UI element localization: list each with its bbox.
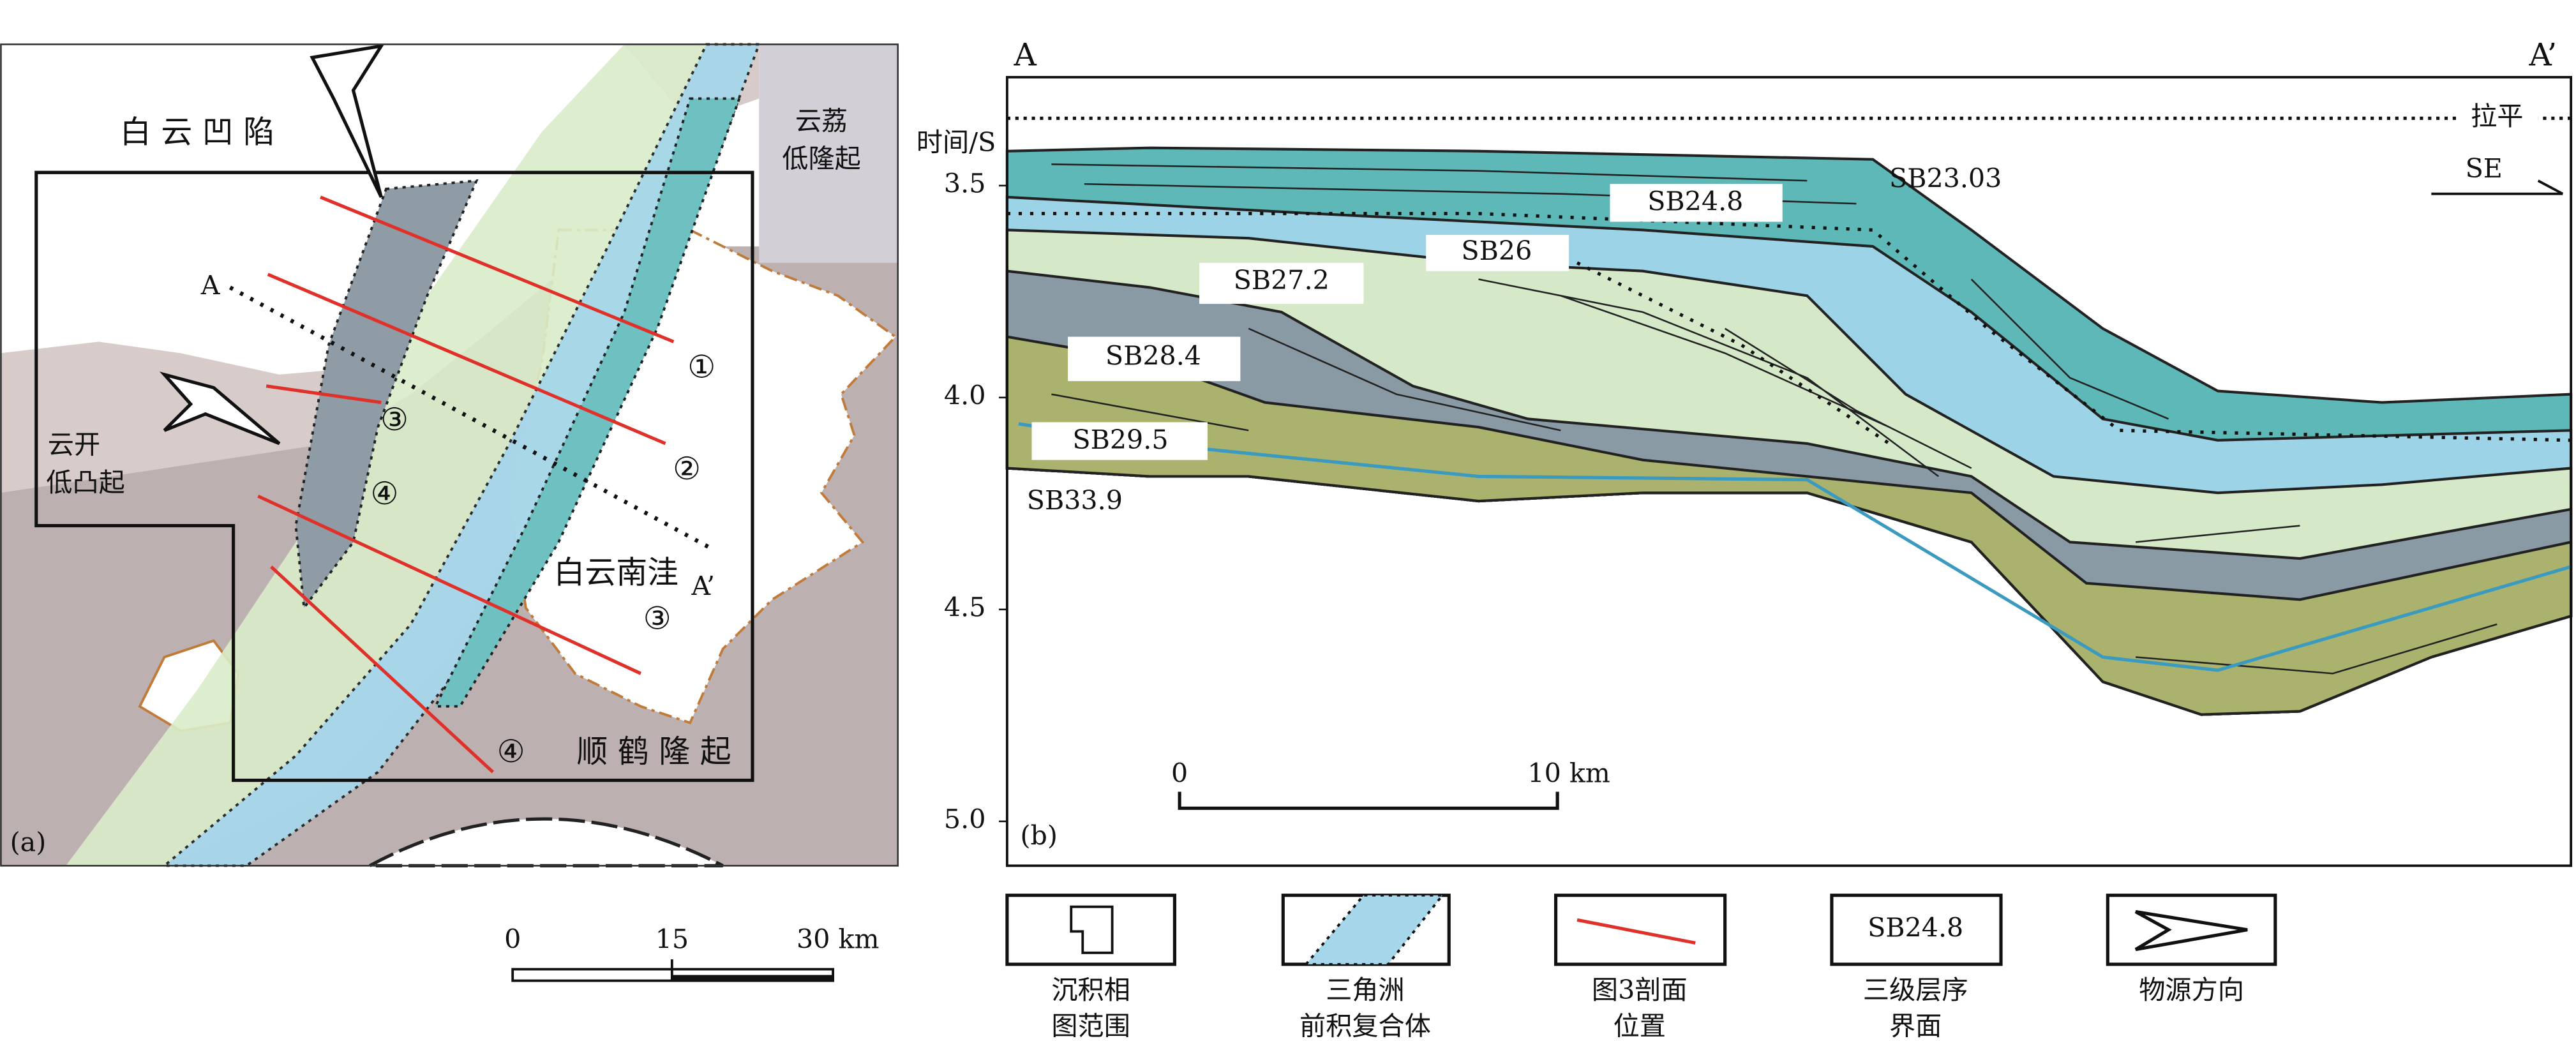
uplift-area xyxy=(759,44,899,263)
map-label: 白 云 凹 陷 xyxy=(120,114,274,151)
map-label: 白云南洼 xyxy=(554,554,679,590)
legend: SB24.8 沉积相 图范围 三角洲 前积复合体 图3剖面 位置 三级层序 界面… xyxy=(1005,894,2277,1041)
section-scale-bar: 0 10 km xyxy=(1171,758,1610,810)
profile-line xyxy=(270,565,495,774)
delta-complex xyxy=(294,179,479,611)
profile-marker: ③ xyxy=(380,401,408,438)
horizon-label: SB28.4 xyxy=(1105,341,1201,371)
legend-label: 界面 xyxy=(1889,1011,1942,1041)
map-label: 顺 鹤 隆 起 xyxy=(576,733,731,770)
legend-label: 图3剖面 xyxy=(1592,975,1688,1005)
map-scale-bar: 0 15 30 km xyxy=(504,924,880,982)
legend-label: 物源方向 xyxy=(2139,975,2244,1005)
legend-icon xyxy=(1070,905,1114,954)
scale-label: 0 xyxy=(1171,758,1188,788)
legend-label: 沉积相 xyxy=(1051,975,1130,1005)
horizon-label: SB33.9 xyxy=(1027,485,1123,516)
map-label: A xyxy=(200,270,221,301)
map-panel: 白 云 凹 陷 云荔 低隆起 云开 低凸起 白云南洼 顺 鹤 隆 起 A A’ … xyxy=(0,43,899,867)
label-box xyxy=(1031,422,1208,460)
legend-label: 三角洲 xyxy=(1326,975,1405,1005)
basin-area xyxy=(369,817,724,867)
label-box xyxy=(1426,235,1569,271)
axis-title: 时间/S xyxy=(917,127,996,158)
horizon-label: SB23.03 xyxy=(1889,163,2002,194)
layer xyxy=(1005,335,2573,716)
scale-bar xyxy=(671,975,834,981)
section-end-label: A xyxy=(1014,37,1037,73)
scale-label: 0 xyxy=(504,924,521,954)
reflection xyxy=(1576,261,1891,446)
horizon-label: SB29.5 xyxy=(1072,424,1168,455)
profile-marker: ③ xyxy=(643,600,671,636)
scale-label: 10 km xyxy=(1527,758,1610,788)
profile-line xyxy=(266,384,382,405)
panel-label: (b) xyxy=(1020,820,1057,851)
label-box xyxy=(1610,184,1783,222)
horizon-labels: SB23.03 SB24.8 SB26 SB27.2 SB28.4 SB29.5… xyxy=(1027,163,2002,516)
tick-label: 5.0 xyxy=(944,804,985,834)
horizon-label: SB26 xyxy=(1461,236,1532,266)
profile-marker: ④ xyxy=(497,733,525,770)
horizon-label: SB24.8 xyxy=(1647,186,1743,217)
map-label: A’ xyxy=(691,571,715,601)
panel-label: (a) xyxy=(10,827,47,857)
direction-arrow xyxy=(2537,179,2564,195)
label-box xyxy=(1068,336,1241,382)
profile-marker: ④ xyxy=(371,476,399,512)
map-label: 云开 xyxy=(48,430,100,460)
legend-label: 三级层序 xyxy=(1863,975,1968,1005)
legend-label: 图范围 xyxy=(1051,1011,1130,1041)
map-label: 云荔 xyxy=(795,106,848,137)
tick-label: 4.5 xyxy=(944,592,985,622)
legend-box xyxy=(1830,894,2003,966)
scale-bar xyxy=(1178,791,1559,810)
tick-label: 4.0 xyxy=(944,380,985,410)
legend-icon xyxy=(1576,918,1696,945)
profile-lines xyxy=(257,195,675,774)
profile-line xyxy=(257,494,642,675)
profile-line xyxy=(320,195,675,343)
delta-complex xyxy=(161,43,761,867)
legend-box xyxy=(1554,894,1727,966)
scale-label: 30 km xyxy=(797,924,879,954)
map-extent xyxy=(34,170,754,783)
label-box xyxy=(1199,262,1364,304)
reflection xyxy=(1007,212,2572,442)
profile-line xyxy=(267,273,666,446)
profile-marker: ① xyxy=(687,349,715,386)
section-frame xyxy=(1005,76,2573,867)
section-panel: 拉平 A A’ 时间/S 3.5 4.0 4.5 5.0 SE SB23.03 … xyxy=(917,37,2573,867)
legend-icon xyxy=(2134,910,2248,952)
map-label: 低凸起 xyxy=(46,467,125,498)
reflection xyxy=(1051,163,2497,675)
scale-label: 15 xyxy=(655,924,689,954)
legend-label: 前积复合体 xyxy=(1299,1011,1431,1041)
label-box xyxy=(2459,101,2538,135)
y-axis: 3.5 4.0 4.5 5.0 xyxy=(944,168,1007,834)
map-frame xyxy=(0,43,899,867)
source-arrow xyxy=(310,43,385,198)
horizon-label: SB27.2 xyxy=(1234,265,1329,296)
map-label: 低隆起 xyxy=(782,144,861,174)
direction-label: SE xyxy=(2466,153,2503,184)
datum-label: 拉平 xyxy=(2471,101,2523,131)
legend-icon-text: SB24.8 xyxy=(1868,912,1963,943)
profile-marker: ② xyxy=(673,451,701,487)
delta-complex xyxy=(433,97,742,708)
source-arrow xyxy=(159,371,281,446)
legend-label: 位置 xyxy=(1614,1011,1666,1041)
section-end-label: A’ xyxy=(2529,37,2557,73)
legend-icon xyxy=(1303,894,1445,966)
tick-label: 3.5 xyxy=(944,168,985,198)
